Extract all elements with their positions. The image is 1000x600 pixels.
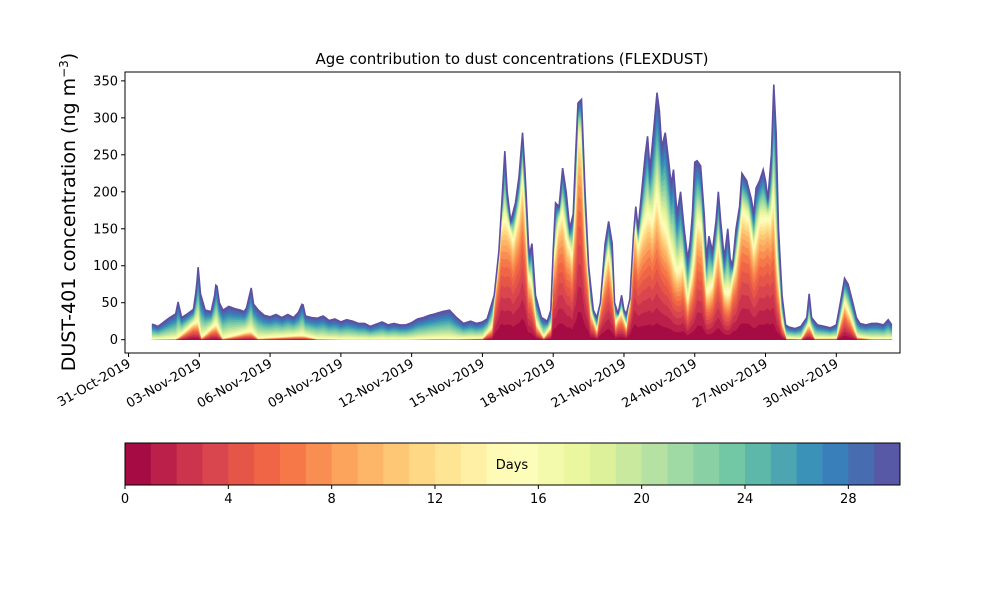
x-tick-label: 15-Nov-2019: [407, 356, 487, 411]
x-tick-label: 30-Nov-2019: [761, 356, 841, 411]
colorbar-frame: [124, 442, 901, 486]
colorbar-bin-2: [176, 443, 203, 485]
x-tick-label: 09-Nov-2019: [266, 356, 346, 411]
colorbar: 0 4 8 12 16 20 24 28: [121, 442, 901, 507]
chart-title: Age contribution to dust concentrations …: [316, 50, 709, 68]
colorbar-tick-label: 12: [427, 492, 444, 507]
x-tick-label: 12-Nov-2019: [336, 356, 416, 411]
colorbar-bin-29: [874, 443, 901, 485]
colorbar-bin-8: [331, 443, 358, 485]
colorbar-bin-1: [150, 443, 178, 485]
total-concentration-line: [151, 84, 893, 330]
colorbar-bin-24: [745, 443, 772, 485]
colorbar-bin-3: [202, 443, 229, 485]
y-tick-label: 250: [93, 148, 118, 163]
colorbar-tick-label: 20: [633, 492, 650, 507]
colorbar-bin-13: [460, 443, 488, 485]
colorbar-bin-0: [125, 443, 152, 485]
colorbar-tick-label: 24: [737, 492, 754, 507]
colorbar-label: Days: [496, 458, 529, 473]
x-tick-label: 18-Nov-2019: [478, 356, 558, 411]
colorbar-bin-27: [822, 443, 849, 485]
y-tick-label: 100: [93, 259, 118, 274]
x-axis: 31-Oct-201903-Nov-201906-Nov-201909-Nov-…: [55, 353, 841, 411]
stacked-area-series: [151, 84, 893, 340]
colorbar-bin-18: [590, 443, 617, 485]
colorbar-tick-label: 8: [328, 492, 336, 507]
x-tick-label: 06-Nov-2019: [195, 356, 275, 411]
x-tick-label: 27-Nov-2019: [690, 356, 770, 411]
colorbar-bin-11: [409, 443, 436, 485]
x-tick-label: 24-Nov-2019: [619, 356, 699, 411]
plot-frame: [124, 71, 901, 354]
y-tick-label: 350: [93, 74, 118, 89]
y-tick-label: 50: [101, 296, 118, 311]
y-tick-label: 150: [93, 222, 118, 237]
y-tick-label: 0: [110, 333, 118, 348]
colorbar-tick-label: 0: [121, 492, 129, 507]
colorbar-bin-4: [228, 443, 255, 485]
y-tick-label: 200: [93, 185, 118, 200]
y-axis-label: DUST-401 concentration (ng m−3): [57, 53, 80, 371]
y-tick-label: 300: [93, 111, 118, 126]
colorbar-tick-label: 28: [840, 492, 857, 507]
colorbar-bin-28: [848, 443, 875, 485]
y-axis: 0 50 100 150 200 250 300 350: [93, 74, 125, 348]
colorbar-bin-22: [693, 443, 720, 485]
colorbar-bin-20: [641, 443, 668, 485]
colorbar-bin-17: [564, 443, 591, 485]
colorbar-bin-16: [538, 443, 565, 485]
colorbar-tick-label: 4: [224, 492, 232, 507]
colorbar-bin-23: [719, 443, 746, 485]
colorbar-bin-7: [305, 443, 333, 485]
colorbar-bin-19: [615, 443, 643, 485]
colorbar-bin-9: [357, 443, 384, 485]
colorbar-bin-21: [667, 443, 694, 485]
colorbar-bin-14: [486, 443, 513, 485]
colorbar-tick-label: 16: [530, 492, 547, 507]
colorbar-bin-25: [770, 443, 798, 485]
colorbar-bin-5: [254, 443, 281, 485]
x-tick-label: 21-Nov-2019: [549, 356, 629, 411]
colorbar-bin-12: [435, 443, 462, 485]
colorbar-bin-15: [512, 443, 539, 485]
x-tick-label: 03-Nov-2019: [124, 356, 204, 411]
colorbar-bin-6: [280, 443, 307, 485]
colorbar-bin-26: [796, 443, 823, 485]
colorbar-bin-10: [383, 443, 410, 485]
